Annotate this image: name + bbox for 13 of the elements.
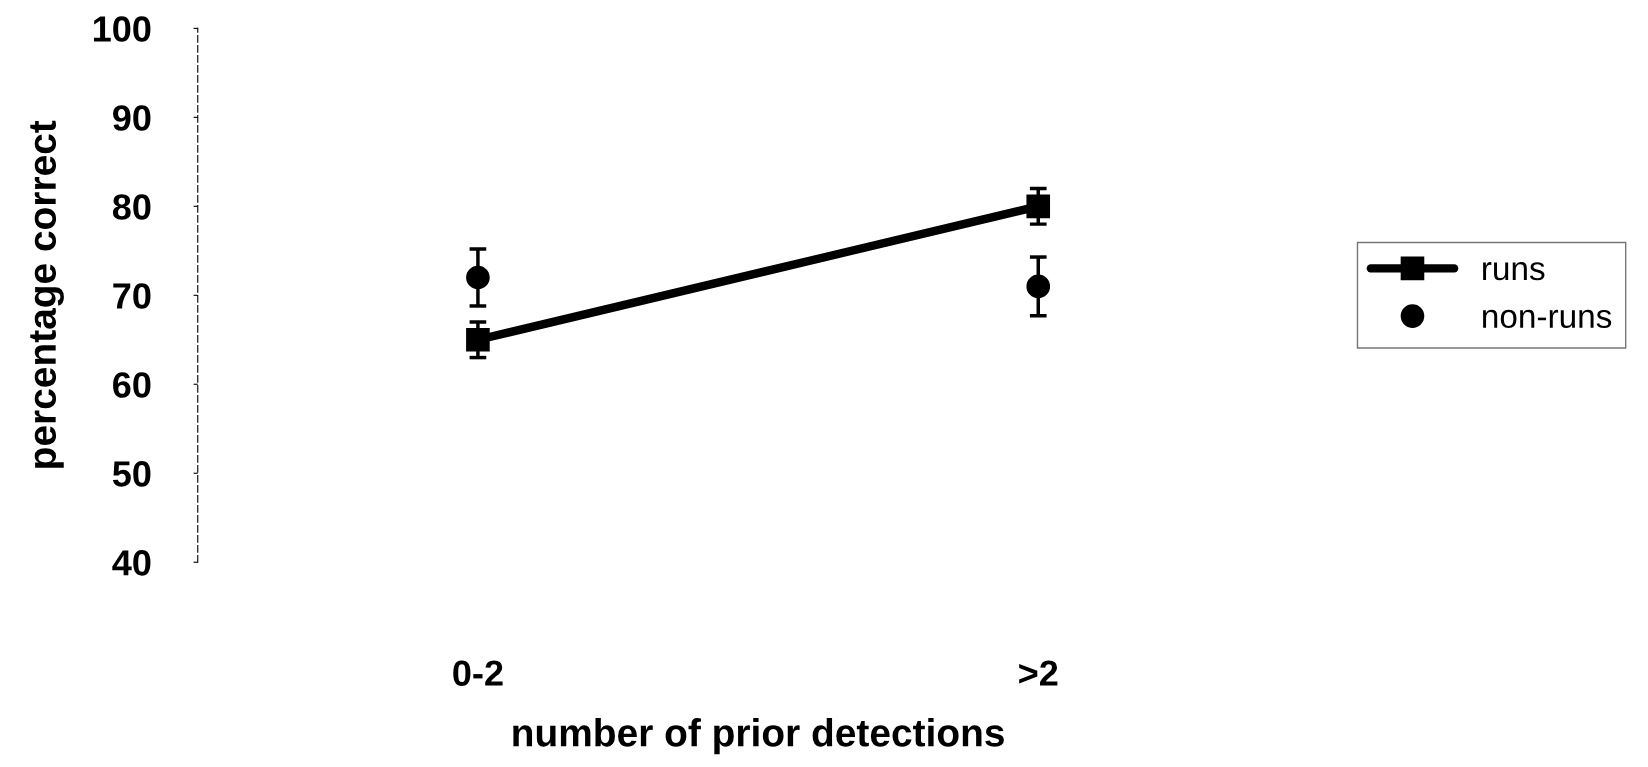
x-tick-label: >2	[1019, 660, 1058, 686]
y-tick-label: 80	[112, 194, 151, 220]
legend-label: non-runs	[1483, 309, 1612, 329]
y-tick-label: 70	[113, 283, 151, 309]
x-axis-title: number of prior detections	[513, 718, 1004, 755]
y-tick-label: 100	[93, 16, 151, 42]
y-tick-label: 40	[112, 550, 151, 576]
y-tick-label: 50	[112, 461, 151, 487]
legend-label: runs	[1483, 262, 1545, 281]
x-tick-label: 0-2	[453, 660, 503, 686]
y-tick-label: 90	[113, 105, 151, 131]
y-axis-title: percentage correct	[30, 120, 64, 468]
y-tick-label: 60	[113, 372, 151, 398]
